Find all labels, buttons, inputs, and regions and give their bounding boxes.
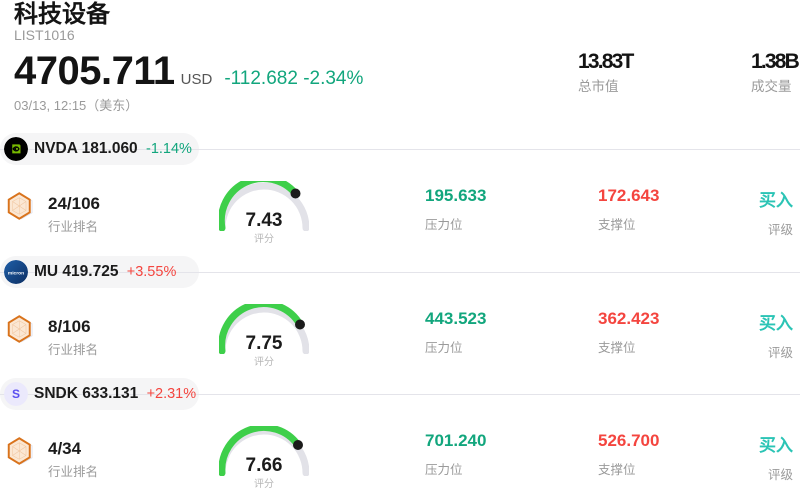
svg-text:S: S — [12, 387, 20, 401]
svg-text:micron: micron — [8, 270, 24, 276]
